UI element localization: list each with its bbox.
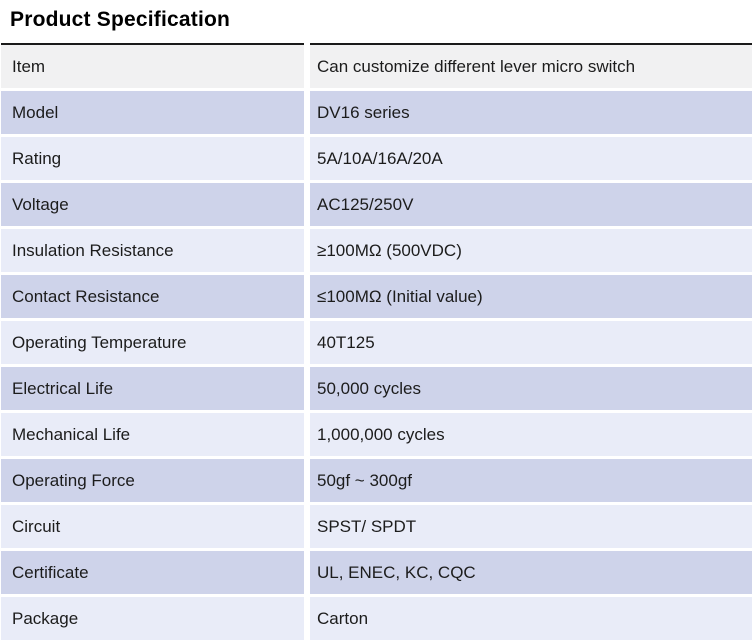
spec-table-body: Item Can customize different lever micro… [1, 43, 752, 643]
table-row: Package Carton [1, 595, 752, 643]
table-row: Contact Resistance ≤100MΩ (Initial value… [1, 273, 752, 321]
spec-table: Item Can customize different lever micro… [1, 43, 752, 643]
spec-value: 50gf ~ 300gf [307, 457, 752, 505]
table-row: Operating Temperature 40T125 [1, 319, 752, 367]
spec-key: Contact Resistance [1, 273, 310, 321]
table-row: Circuit SPST/ SPDT [1, 503, 752, 551]
page-title: Product Specification [10, 8, 231, 31]
spec-key: Rating [1, 135, 310, 183]
spec-value: ≥100MΩ (500VDC) [307, 227, 752, 275]
table-row: Certificate UL, ENEC, KC, CQC [1, 549, 752, 597]
spec-key: Certificate [1, 549, 310, 597]
spec-value: 5A/10A/16A/20A [307, 135, 752, 183]
spec-value: 1,000,000 cycles [307, 411, 752, 459]
spec-key: Insulation Resistance [1, 227, 310, 275]
spec-key: Package [1, 595, 310, 643]
spec-key: Model [1, 89, 310, 137]
spec-value: AC125/250V [307, 181, 752, 229]
spec-key: Operating Force [1, 457, 310, 505]
spec-value: Can customize different lever micro swit… [307, 43, 752, 91]
spec-value: 50,000 cycles [307, 365, 752, 413]
table-row: Model DV16 series [1, 89, 752, 137]
table-row: Rating 5A/10A/16A/20A [1, 135, 752, 183]
spec-value: SPST/ SPDT [307, 503, 752, 551]
spec-key: Circuit [1, 503, 310, 551]
spec-value: UL, ENEC, KC, CQC [307, 549, 752, 597]
table-row: Electrical Life 50,000 cycles [1, 365, 752, 413]
table-row: Mechanical Life 1,000,000 cycles [1, 411, 752, 459]
spec-value: ≤100MΩ (Initial value) [307, 273, 752, 321]
spec-key: Voltage [1, 181, 310, 229]
spec-value: 40T125 [307, 319, 752, 367]
spec-value: Carton [307, 595, 752, 643]
spec-value: DV16 series [307, 89, 752, 137]
table-row: Operating Force 50gf ~ 300gf [1, 457, 752, 505]
table-row: Item Can customize different lever micro… [1, 43, 752, 91]
spec-key: Electrical Life [1, 365, 310, 413]
table-row: Insulation Resistance ≥100MΩ (500VDC) [1, 227, 752, 275]
table-row: Voltage AC125/250V [1, 181, 752, 229]
spec-key: Operating Temperature [1, 319, 310, 367]
spec-key: Item [1, 43, 310, 91]
spec-key: Mechanical Life [1, 411, 310, 459]
